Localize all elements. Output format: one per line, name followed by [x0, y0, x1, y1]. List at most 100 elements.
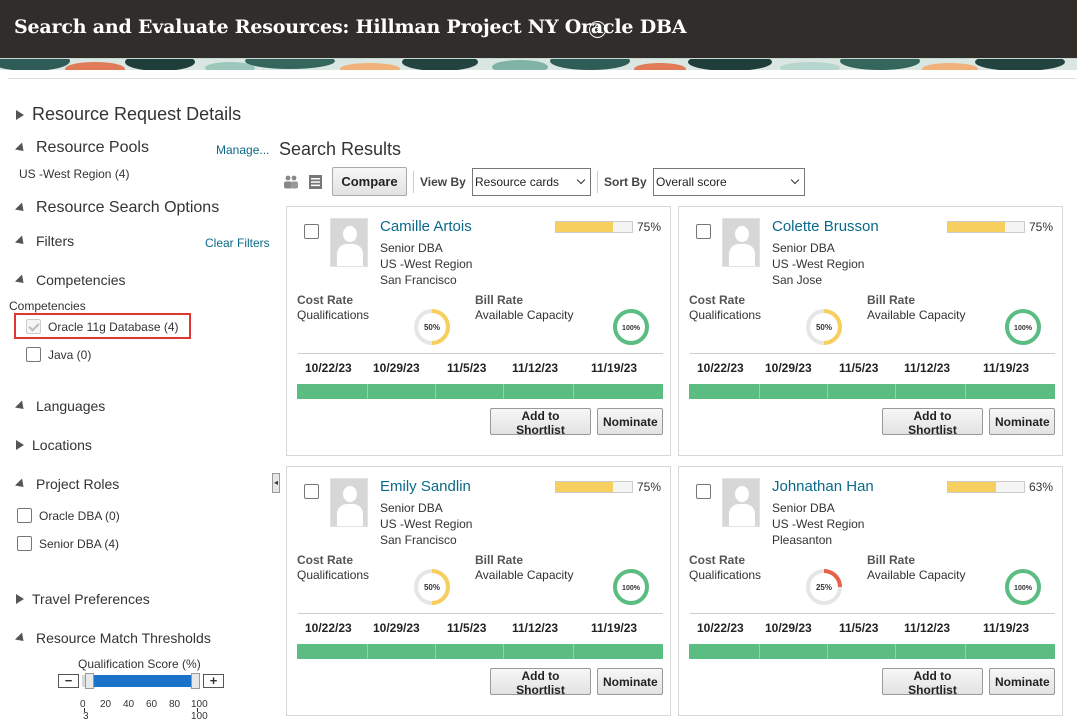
capacity-ring: 100% — [1005, 569, 1041, 605]
cost-rate-label: Cost Rate — [689, 553, 746, 567]
section-label: Resource Pools — [36, 139, 149, 156]
resource-region: US -West Region — [380, 257, 473, 271]
capacity-ring: 100% — [613, 569, 649, 605]
expand-icon — [16, 440, 24, 450]
section-filters[interactable]: Filters — [14, 233, 75, 249]
availability-bar — [689, 644, 1055, 659]
section-languages[interactable]: Languages — [14, 398, 105, 414]
overall-score-bar — [947, 221, 1025, 233]
section-travel-preferences[interactable]: Travel Preferences — [16, 591, 150, 607]
role-senior-dba[interactable]: Senior DBA (4) — [17, 536, 119, 551]
add-to-shortlist-button[interactable]: Add to Shortlist — [882, 408, 983, 437]
qualifications-value: 50% — [424, 323, 440, 332]
competency-java[interactable]: Java (0) — [26, 347, 91, 362]
timeline-date: 11/19/23 — [983, 361, 1030, 375]
qualifications-value: 25% — [816, 583, 832, 592]
timeline-date: 11/5/23 — [839, 621, 879, 635]
collapse-panel-handle[interactable]: ◂ — [272, 473, 280, 493]
view-by-select[interactable]: Resource cards — [472, 168, 591, 196]
overall-score-bar — [947, 481, 1025, 493]
clear-filters-link[interactable]: Clear Filters — [205, 236, 270, 250]
resource-pool-value: US -West Region (4) — [19, 167, 130, 181]
add-to-shortlist-button[interactable]: Add to Shortlist — [490, 668, 591, 697]
nominate-button[interactable]: Nominate — [597, 408, 663, 435]
sort-by-select[interactable]: Overall score — [653, 168, 805, 196]
list-view-icon[interactable] — [308, 175, 324, 189]
overall-score-value: 63% — [1029, 480, 1054, 494]
decrease-button[interactable]: − — [58, 674, 79, 688]
resource-title: Senior DBA — [380, 241, 443, 255]
compare-button[interactable]: Compare — [332, 167, 407, 196]
checkbox[interactable] — [26, 347, 41, 362]
section-resource-pools[interactable]: Resource Pools — [14, 139, 149, 157]
slider-ticks: 0 20 40 60 80 100 3 100 — [80, 699, 208, 725]
section-project-roles[interactable]: Project Roles — [14, 476, 119, 492]
divider — [298, 613, 663, 614]
competencies-sublabel: Competencies — [9, 299, 86, 313]
section-label: Filters — [36, 233, 75, 249]
checkbox-label: Oracle 11g Database (4) — [48, 319, 179, 334]
nominate-button[interactable]: Nominate — [597, 668, 663, 695]
section-resource-search-options[interactable]: Resource Search Options — [14, 199, 219, 217]
manage-pools-link[interactable]: Manage... — [216, 143, 270, 157]
avatar — [330, 218, 368, 267]
card-select-checkbox[interactable] — [304, 224, 319, 239]
role-oracle-dba[interactable]: Oracle DBA (0) — [17, 508, 120, 523]
section-competencies[interactable]: Competencies — [14, 272, 126, 288]
collapse-icon — [14, 273, 28, 287]
slider-min-handle[interactable] — [85, 673, 95, 689]
checkbox-label: Oracle DBA (0) — [39, 508, 120, 523]
bill-rate-label: Bill Rate — [867, 293, 916, 307]
toolbar-separator — [597, 171, 598, 193]
section-resource-request-details[interactable]: Resource Request Details — [16, 104, 241, 125]
timeline-date: 10/22/23 — [697, 361, 744, 375]
availability-bar — [689, 384, 1055, 399]
resource-name-link[interactable]: Camille Artois — [380, 218, 472, 235]
tick-mark — [84, 708, 85, 712]
resource-name-link[interactable]: Johnathan Han — [772, 478, 874, 495]
slider-max-handle[interactable] — [191, 673, 200, 689]
section-label: Locations — [32, 437, 92, 453]
chevron-down-icon — [576, 175, 586, 185]
resource-name-link[interactable]: Emily Sandlin — [380, 478, 471, 495]
competency-oracle-11g[interactable]: Oracle 11g Database (4) — [26, 319, 179, 334]
card-select-checkbox[interactable] — [304, 484, 319, 499]
tick-label: 60 — [146, 699, 158, 710]
resource-card: Emily Sandlin Senior DBA US -West Region… — [286, 466, 671, 716]
section-locations[interactable]: Locations — [16, 437, 92, 453]
increase-button[interactable]: + — [203, 674, 224, 688]
collapse-icon — [14, 234, 28, 248]
resource-title: Senior DBA — [380, 501, 443, 515]
tick-label: 80 — [169, 699, 181, 710]
add-to-shortlist-button[interactable]: Add to Shortlist — [882, 668, 983, 697]
resource-name-link[interactable]: Colette Brusson — [772, 218, 879, 235]
resource-region: US -West Region — [380, 517, 473, 531]
resource-city: San Francisco — [380, 273, 457, 287]
card-select-checkbox[interactable] — [696, 224, 711, 239]
people-icon[interactable] — [283, 175, 299, 189]
qualifications-value: 50% — [816, 323, 832, 332]
help-icon[interactable]: ? — [589, 21, 606, 38]
section-resource-match-thresholds[interactable]: Resource Match Thresholds — [14, 630, 211, 646]
checkbox[interactable] — [17, 536, 32, 551]
checkbox[interactable] — [17, 508, 32, 523]
timeline-date: 10/22/23 — [697, 621, 744, 635]
add-to-shortlist-button[interactable]: Add to Shortlist — [490, 408, 591, 437]
avatar — [330, 478, 368, 527]
capacity-ring: 100% — [613, 309, 649, 345]
divider — [690, 613, 1055, 614]
card-select-checkbox[interactable] — [696, 484, 711, 499]
capacity-ring: 100% — [1005, 309, 1041, 345]
checkbox-checked[interactable] — [26, 319, 41, 334]
timeline-date: 11/5/23 — [447, 361, 487, 375]
expand-icon — [16, 594, 24, 604]
section-label: Resource Match Thresholds — [36, 630, 211, 646]
results-toolbar: Compare View By Resource cards Sort By O… — [283, 167, 813, 197]
avatar — [722, 218, 760, 267]
nominate-button[interactable]: Nominate — [989, 668, 1055, 695]
avatar — [722, 478, 760, 527]
qualifications-label: Qualifications — [297, 568, 370, 582]
nominate-button[interactable]: Nominate — [989, 408, 1055, 435]
qualification-score-slider[interactable]: − + — [58, 673, 224, 689]
availability-bar — [297, 384, 663, 399]
